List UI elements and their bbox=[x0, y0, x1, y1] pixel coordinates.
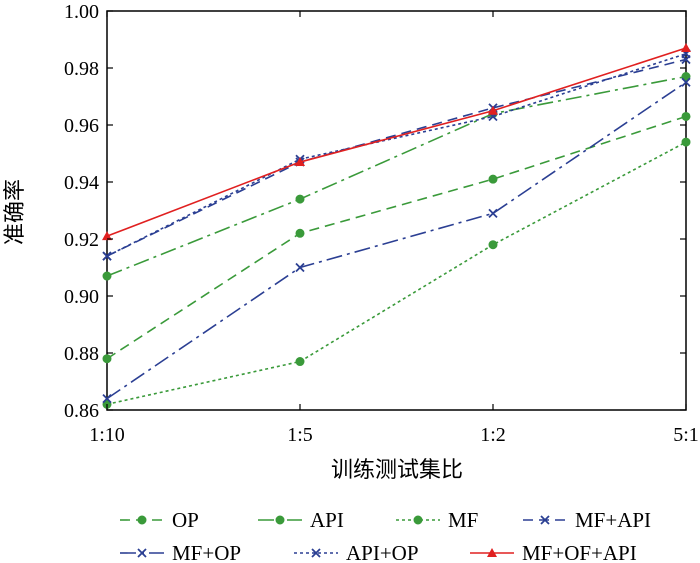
series-api-op bbox=[102, 49, 691, 261]
data-point bbox=[102, 354, 112, 364]
data-point bbox=[295, 357, 305, 367]
legend-item: MF+OP bbox=[120, 541, 241, 563]
legend-item: API bbox=[258, 508, 344, 532]
data-point bbox=[275, 515, 285, 525]
legend-label: API bbox=[310, 508, 344, 532]
data-point bbox=[102, 271, 112, 281]
legend-label: API+OP bbox=[346, 541, 419, 563]
y-tick-label: 0.88 bbox=[64, 343, 99, 365]
data-point bbox=[488, 208, 498, 218]
series-mf-of-api bbox=[102, 43, 691, 241]
data-point bbox=[102, 393, 112, 404]
legend-label: MF bbox=[448, 508, 478, 532]
series-line bbox=[106, 141, 687, 406]
series-layer bbox=[102, 43, 691, 409]
data-point bbox=[137, 515, 147, 525]
plot-frame bbox=[106, 10, 687, 411]
legend-label: MF+OP bbox=[172, 541, 241, 563]
data-point bbox=[681, 77, 691, 87]
legend-item: API+OP bbox=[294, 541, 419, 563]
data-point bbox=[137, 548, 147, 558]
plot-area bbox=[106, 10, 687, 411]
legend-item: OP bbox=[120, 508, 199, 532]
legend-item: MF+OF+API bbox=[470, 541, 637, 563]
series-line bbox=[106, 52, 687, 257]
series-mf bbox=[102, 137, 691, 409]
data-point bbox=[102, 231, 112, 241]
legend-label: MF+API bbox=[575, 508, 651, 532]
data-point bbox=[102, 251, 112, 261]
series-line bbox=[106, 47, 687, 237]
data-point bbox=[295, 228, 305, 238]
data-point bbox=[488, 105, 498, 115]
data-point bbox=[295, 262, 305, 273]
data-point bbox=[681, 43, 691, 53]
data-point bbox=[540, 515, 550, 525]
y-tick-label: 1.00 bbox=[64, 1, 99, 23]
y-axis-label: 准确率 bbox=[3, 179, 28, 245]
legend-label: MF+OF+API bbox=[522, 541, 637, 563]
data-point bbox=[295, 194, 305, 204]
x-axis-ticks: 1:10 1:5 1:2 5:1 bbox=[89, 11, 699, 446]
data-point bbox=[487, 548, 497, 557]
series-line bbox=[106, 81, 687, 400]
y-tick-label: 0.94 bbox=[64, 172, 99, 194]
x-tick-label: 1:2 bbox=[480, 424, 506, 446]
data-point bbox=[681, 72, 691, 82]
y-axis-ticks: 0.86 0.88 0.90 0.92 0.94 0.96 0.98 1.00 bbox=[64, 1, 686, 422]
y-tick-label: 0.86 bbox=[64, 400, 99, 422]
series-op bbox=[102, 111, 691, 364]
series-mf-op bbox=[102, 77, 691, 404]
data-point bbox=[413, 515, 423, 525]
data-point bbox=[488, 240, 498, 250]
data-point bbox=[488, 174, 498, 184]
x-tick-label: 1:10 bbox=[89, 424, 125, 446]
y-tick-label: 0.92 bbox=[64, 229, 99, 251]
series-line bbox=[106, 75, 687, 277]
series-line bbox=[106, 58, 687, 257]
y-tick-label: 0.90 bbox=[64, 286, 99, 308]
y-tick-label: 0.98 bbox=[64, 58, 99, 80]
legend-label: OP bbox=[172, 508, 199, 532]
x-tick-label: 5:1 bbox=[673, 424, 699, 446]
series-api bbox=[102, 72, 691, 281]
x-axis-label: 训练测试集比 bbox=[331, 458, 463, 483]
data-point bbox=[681, 111, 691, 121]
y-tick-label: 0.96 bbox=[64, 115, 99, 137]
series-line bbox=[106, 115, 687, 360]
legend-item: MF+API bbox=[523, 508, 651, 532]
legend: OP API MF MF+API MF+OP API+OP MF+OF+API bbox=[120, 508, 651, 563]
data-point bbox=[681, 137, 691, 147]
data-point bbox=[295, 157, 305, 167]
data-point bbox=[311, 548, 321, 558]
legend-item: MF bbox=[396, 508, 478, 532]
series-mf-api bbox=[102, 54, 691, 261]
x-tick-label: 1:5 bbox=[287, 424, 313, 446]
